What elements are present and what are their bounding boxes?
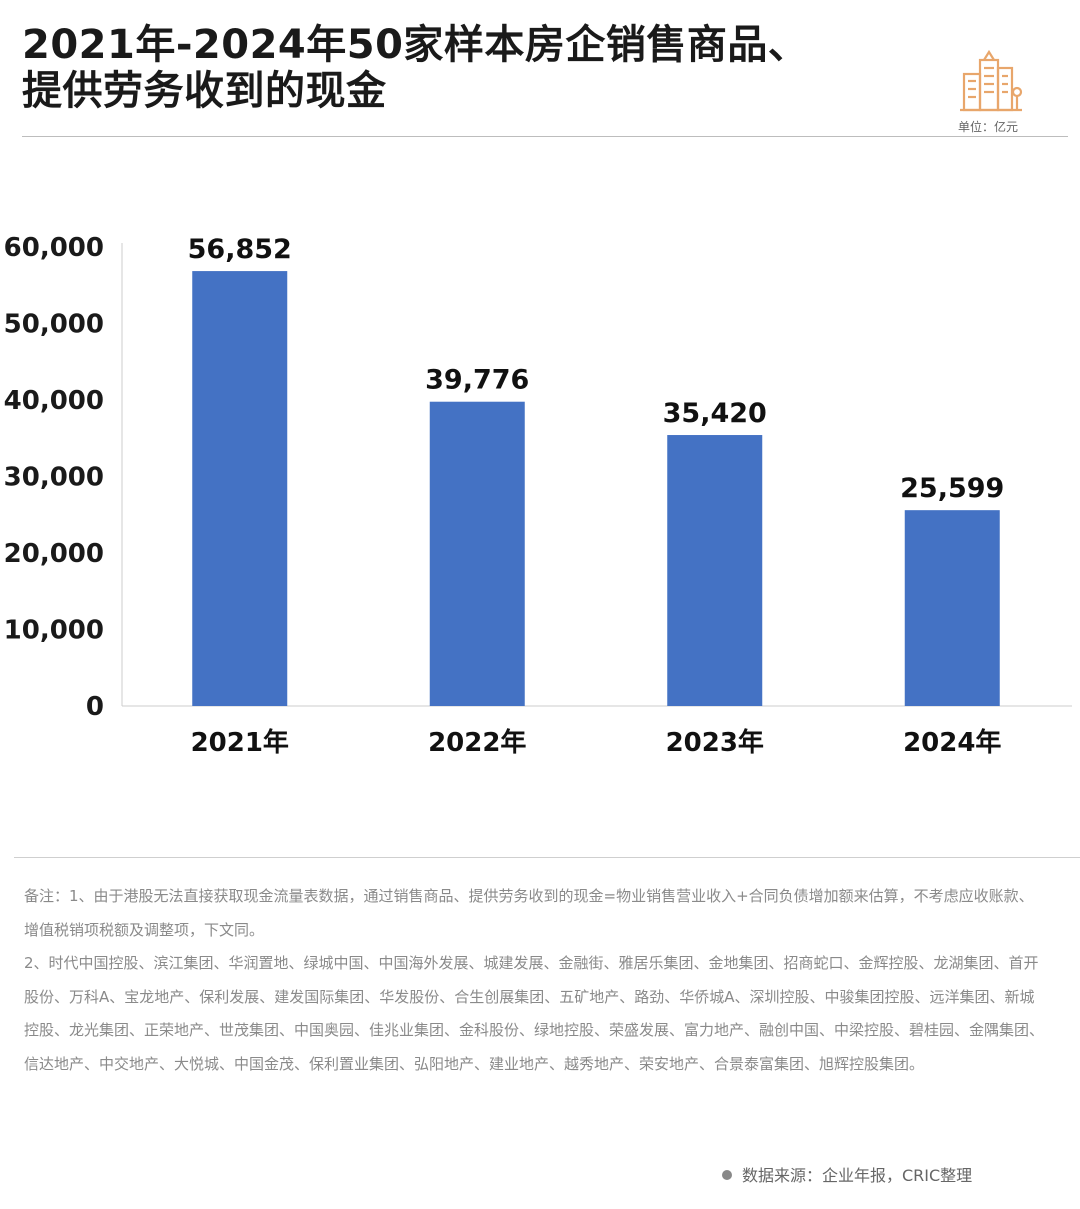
chart-title: 2021年-2024年50家样本房企销售商品、 提供劳务收到的现金 [22,22,808,114]
bar-2021年 [192,271,288,706]
y-tick-label: 20,000 [4,539,104,569]
x-tick-label: 2022年 [428,727,526,758]
y-tick-label: 0 [86,692,104,722]
unit-label: 单位：亿元 [958,120,1019,134]
x-tick-label: 2024年 [903,727,1001,758]
header-divider [22,136,1068,137]
bullet-icon [722,1170,732,1180]
bar-chart: 0 10,000 20,000 30,000 40,000 50,000 60,000 56,… [4,233,1072,758]
data-source: 数据来源：企业年报，CRIC整理 [722,1162,972,1186]
bar-value-label: 35,420 [663,398,767,429]
footer-divider [14,857,1080,858]
bar-value-label: 56,852 [188,234,292,265]
bar-value-label: 25,599 [900,473,1004,504]
city-buildings-icon [960,49,1023,112]
chart-title-line-2: 提供劳务收到的现金 [22,68,387,114]
y-tick-label: 40,000 [4,386,104,416]
y-tick-label: 60,000 [4,233,104,263]
bar-value-label: 39,776 [425,365,529,396]
x-tick-label: 2021年 [191,727,289,758]
bar-2023年 [667,435,763,706]
bar-2022年 [429,401,525,706]
notes: 备注：1、由于港股无法直接获取现金流量表数据，通过销售商品、提供劳务收到的现金=… [24,880,1044,1081]
data-source-text: 数据来源：企业年报，CRIC整理 [742,1166,973,1185]
chart-title-line-1: 2021年-2024年50家样本房企销售商品、 [22,22,809,68]
bar-2024年 [904,510,1000,706]
note-2: 2、时代中国控股、滨江集团、华润置地、绿城中国、中国海外发展、城建发展、金融街、… [24,954,1045,1073]
y-tick-label: 50,000 [4,310,104,340]
y-tick-label: 10,000 [4,616,104,646]
y-tick-label: 30,000 [4,463,104,493]
x-tick-label: 2023年 [666,727,764,758]
note-1: 备注：1、由于港股无法直接获取现金流量表数据，通过销售商品、提供劳务收到的现金=… [24,887,1034,939]
